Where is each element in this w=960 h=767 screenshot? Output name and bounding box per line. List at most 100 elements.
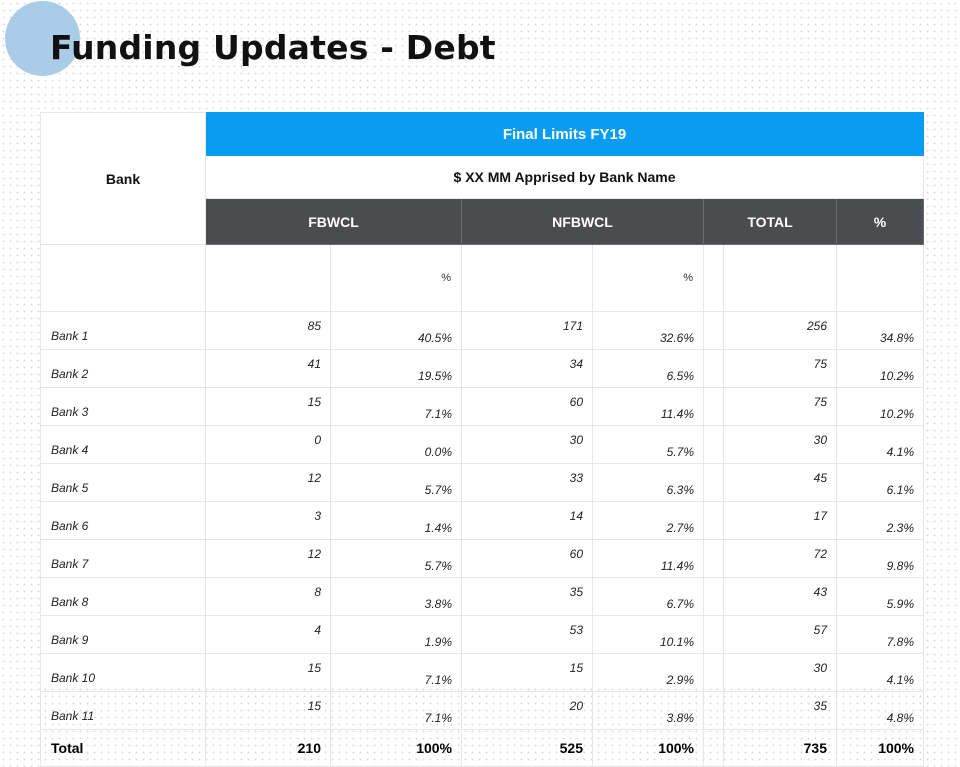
spacer-cell: [703, 539, 724, 578]
total-percent-cell: 9.8%: [835, 539, 925, 578]
total-value-cell: 75: [723, 387, 837, 426]
fbwcl-percent-cell: 40.5%: [330, 311, 462, 350]
spacer-cell: [703, 311, 724, 350]
fbwcl-percent-cell: 0.0%: [330, 425, 462, 464]
empty-cell: [703, 244, 724, 312]
spacer-cell: [703, 349, 724, 388]
fbwcl-value-cell: 15: [205, 653, 331, 692]
bank-name-cell: Bank 3: [40, 387, 206, 426]
spacer-cell: [703, 463, 724, 502]
spacer-cell: [703, 615, 724, 654]
bank-header: Bank: [40, 112, 206, 245]
spacer-cell: [703, 501, 724, 540]
fbwcl-value-cell: 15: [205, 691, 331, 730]
nfbwcl-value-cell: 53: [461, 615, 593, 654]
nfbwcl-value-cell: 525: [461, 729, 593, 767]
nfbwcl-header: NFBWCL: [461, 198, 704, 245]
bank-name-cell: Bank 4: [40, 425, 206, 464]
nfbwcl-value-cell: 20: [461, 691, 593, 730]
fbwcl-percent-cell: 5.7%: [330, 463, 462, 502]
empty-cell: [461, 244, 593, 312]
empty-cell: [835, 244, 925, 312]
nfbwcl-value-cell: 15: [461, 653, 593, 692]
bank-name-cell: Bank 9: [40, 615, 206, 654]
table-row: Bank 1 85 40.5% 171 32.6% 256 34.8%: [40, 311, 925, 350]
empty-cell: [205, 244, 331, 312]
total-percent-cell: 100%: [835, 729, 925, 767]
nfbwcl-percent-cell: 5.7%: [592, 425, 704, 464]
total-percent-cell: 7.8%: [835, 615, 925, 654]
fbwcl-value-cell: 4: [205, 615, 331, 654]
fbwcl-value-cell: 3: [205, 501, 331, 540]
table-row: Bank 11 15 7.1% 20 3.8% 35 4.8%: [40, 691, 925, 730]
total-percent-cell: 2.3%: [835, 501, 925, 540]
total-row: Total 210 100% 525 100% 735 100%: [40, 729, 925, 767]
total-value-cell: 57: [723, 615, 837, 654]
spacer-cell: [703, 691, 724, 730]
table-row: Bank 9 4 1.9% 53 10.1% 57 7.8%: [40, 615, 925, 654]
spacer-cell: [703, 577, 724, 616]
fbwcl-value-cell: 210: [205, 729, 331, 767]
spacer-cell: [703, 387, 724, 426]
spacer-cell: [703, 425, 724, 464]
fbwcl-percent-cell: 7.1%: [330, 691, 462, 730]
fbwcl-value-cell: 8: [205, 577, 331, 616]
fbwcl-pct-label: %: [330, 244, 462, 312]
nfbwcl-percent-cell: 2.7%: [592, 501, 704, 540]
fbwcl-value-cell: 0: [205, 425, 331, 464]
table-row: Bank 3 15 7.1% 60 11.4% 75 10.2%: [40, 387, 925, 426]
total-percent-cell: 6.1%: [835, 463, 925, 502]
page-title: Funding Updates - Debt: [50, 28, 496, 67]
empty-cell: [723, 244, 837, 312]
total-header: TOTAL: [703, 198, 837, 245]
total-percent-cell: 4.1%: [835, 425, 925, 464]
nfbwcl-percent-cell: 11.4%: [592, 539, 704, 578]
fbwcl-percent-cell: 1.4%: [330, 501, 462, 540]
nfbwcl-value-cell: 33: [461, 463, 593, 502]
total-value-cell: 30: [723, 653, 837, 692]
total-value-cell: 35: [723, 691, 837, 730]
table-body: Bank Final Limits FY19 $ XX MM Apprised …: [40, 112, 925, 767]
table-row: Bank 4 0 0.0% 30 5.7% 30 4.1%: [40, 425, 925, 464]
table-row: Bank 10 15 7.1% 15 2.9% 30 4.1%: [40, 653, 925, 692]
fbwcl-percent-cell: 1.9%: [330, 615, 462, 654]
nfbwcl-value-cell: 35: [461, 577, 593, 616]
total-value-cell: 43: [723, 577, 837, 616]
table-row: Bank 2 41 19.5% 34 6.5% 75 10.2%: [40, 349, 925, 388]
table-row: Bank 6 3 1.4% 14 2.7% 17 2.3%: [40, 501, 925, 540]
empty-cell: [40, 244, 206, 312]
total-value-cell: 72: [723, 539, 837, 578]
bank-name-cell: Bank 7: [40, 539, 206, 578]
nfbwcl-percent-cell: 3.8%: [592, 691, 704, 730]
fbwcl-percent-cell: 7.1%: [330, 387, 462, 426]
decorative-circle: [5, 1, 80, 76]
total-percent-cell: 4.8%: [835, 691, 925, 730]
bank-name-cell: Bank 10: [40, 653, 206, 692]
nfbwcl-percent-cell: 2.9%: [592, 653, 704, 692]
total-value-cell: 75: [723, 349, 837, 388]
nfbwcl-percent-cell: 100%: [592, 729, 704, 767]
table-row: Bank 8 8 3.8% 35 6.7% 43 5.9%: [40, 577, 925, 616]
bank-name-cell: Bank 5: [40, 463, 206, 502]
total-value-cell: 17: [723, 501, 837, 540]
nfbwcl-value-cell: 14: [461, 501, 593, 540]
nfbwcl-percent-cell: 10.1%: [592, 615, 704, 654]
fbwcl-percent-cell: 19.5%: [330, 349, 462, 388]
apprised-subheader: $ XX MM Apprised by Bank Name: [204, 155, 925, 199]
fbwcl-percent-cell: 3.8%: [330, 577, 462, 616]
total-value-cell: 256: [723, 311, 837, 350]
nfbwcl-percent-cell: 6.5%: [592, 349, 704, 388]
fbwcl-percent-cell: 100%: [330, 729, 462, 767]
total-percent-cell: 5.9%: [835, 577, 925, 616]
bank-name-cell: Bank 11: [40, 691, 206, 730]
total-percent-cell: 10.2%: [835, 349, 925, 388]
bank-name-cell: Total: [40, 729, 206, 767]
nfbwcl-value-cell: 34: [461, 349, 593, 388]
bank-name-cell: Bank 8: [40, 577, 206, 616]
bank-name-cell: Bank 6: [40, 501, 206, 540]
nfbwcl-percent-cell: 32.6%: [592, 311, 704, 350]
percent-label-row: % %: [40, 244, 925, 312]
nfbwcl-value-cell: 60: [461, 539, 593, 578]
total-percent-cell: 4.1%: [835, 653, 925, 692]
nfbwcl-pct-label: %: [592, 244, 704, 312]
